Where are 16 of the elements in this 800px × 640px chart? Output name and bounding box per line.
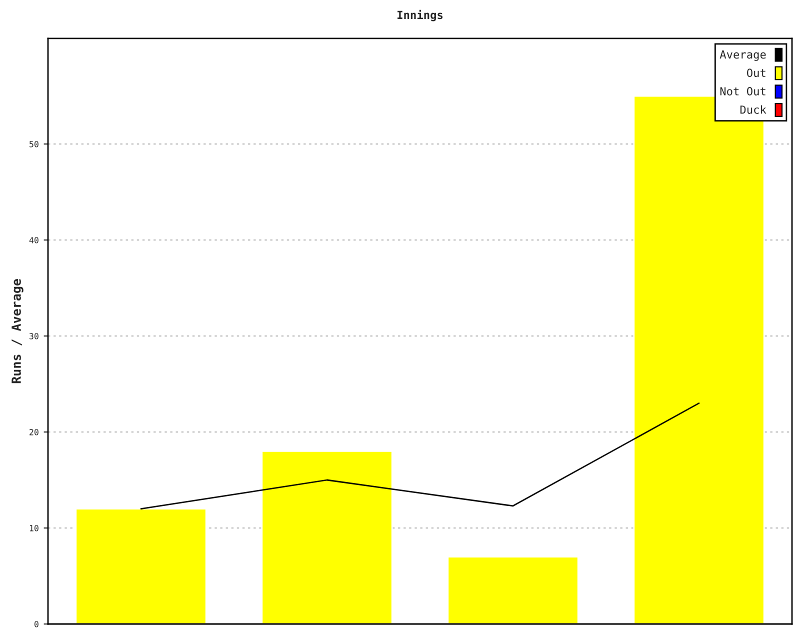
y-tick-label: 50 [30,141,38,148]
y-tick-label: 20 [30,429,38,436]
legend-label: Average [720,50,766,61]
y-tick-label: 10 [30,525,38,532]
chart-title: Innings [398,10,443,22]
bar [447,556,579,624]
legend-label: Out [747,68,766,78]
legend-label: Not Out [720,87,766,96]
legend-label: Duck [740,105,766,114]
y-tick-label: 40 [29,237,38,244]
bar [75,508,207,624]
y-axis-title: Runs / Average [12,279,24,384]
bar [261,450,393,624]
y-tick-label: 0 [34,621,38,628]
line-series [140,402,700,510]
y-tick-label: 30 [29,333,38,340]
